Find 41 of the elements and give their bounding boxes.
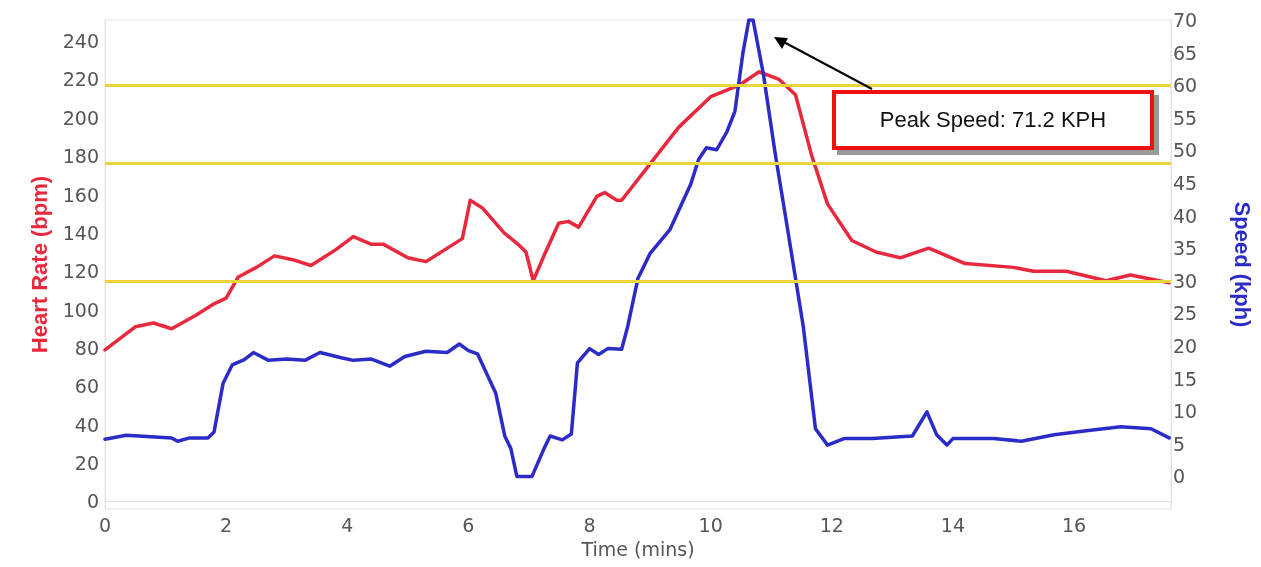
y-tick-label: 80 — [74, 336, 99, 359]
y2-tick-label: 45 — [1173, 172, 1198, 194]
y2-tick-label: 30 — [1173, 269, 1198, 292]
y2-tick-label: 70 — [1173, 9, 1198, 31]
y2-tick-label: 40 — [1173, 204, 1198, 227]
y-tick-label: 20 — [74, 451, 99, 474]
y2-tick-label: 35 — [1173, 237, 1198, 260]
y-tick-label: 160 — [62, 183, 99, 206]
y2-tick-label: 60 — [1173, 74, 1198, 97]
x-axis-title: Time (mins) — [580, 537, 695, 560]
y-tick-label: 180 — [62, 145, 99, 168]
line-series — [103, 18, 1171, 479]
x-tick-label: 6 — [462, 513, 475, 536]
y-tick-label: 60 — [74, 375, 99, 398]
y2-tick-label: 20 — [1173, 335, 1198, 357]
y2-axis-title: Speed (kph) — [1229, 201, 1255, 328]
x-tick-label: 8 — [583, 513, 596, 536]
y2-tick-label: 15 — [1173, 367, 1198, 390]
x-tick-label: 12 — [819, 513, 844, 536]
y2-tick-label: 50 — [1173, 139, 1198, 162]
y2-tick-label: 0 — [1173, 465, 1186, 488]
x-tick-label: 14 — [940, 513, 966, 536]
x-tick-label: 4 — [341, 513, 354, 536]
y-tick-label: 0 — [86, 490, 99, 513]
y2-tick-label: 5 — [1173, 432, 1186, 455]
y2-tick-label: 25 — [1173, 302, 1198, 325]
y-tick-label: 140 — [62, 221, 99, 244]
y-tick-label: 120 — [62, 260, 99, 283]
x-tick-label: 16 — [1062, 513, 1087, 536]
y-axis-title: Heart Rate (bpm) — [26, 175, 52, 354]
y2-tick-label: 65 — [1173, 41, 1198, 64]
y2-tick-label: 55 — [1173, 106, 1198, 129]
y-tick-label: 220 — [62, 68, 99, 91]
y-tick-label: 100 — [62, 298, 99, 321]
y-tick-label: 200 — [62, 106, 99, 129]
x-tick-label: 10 — [698, 513, 723, 536]
x-tick-label: 2 — [220, 513, 233, 536]
y-tick-label: 240 — [62, 30, 99, 53]
line-series — [103, 70, 1171, 352]
y-tick-label: 40 — [74, 413, 99, 436]
y2-tick-label: 10 — [1173, 400, 1198, 423]
